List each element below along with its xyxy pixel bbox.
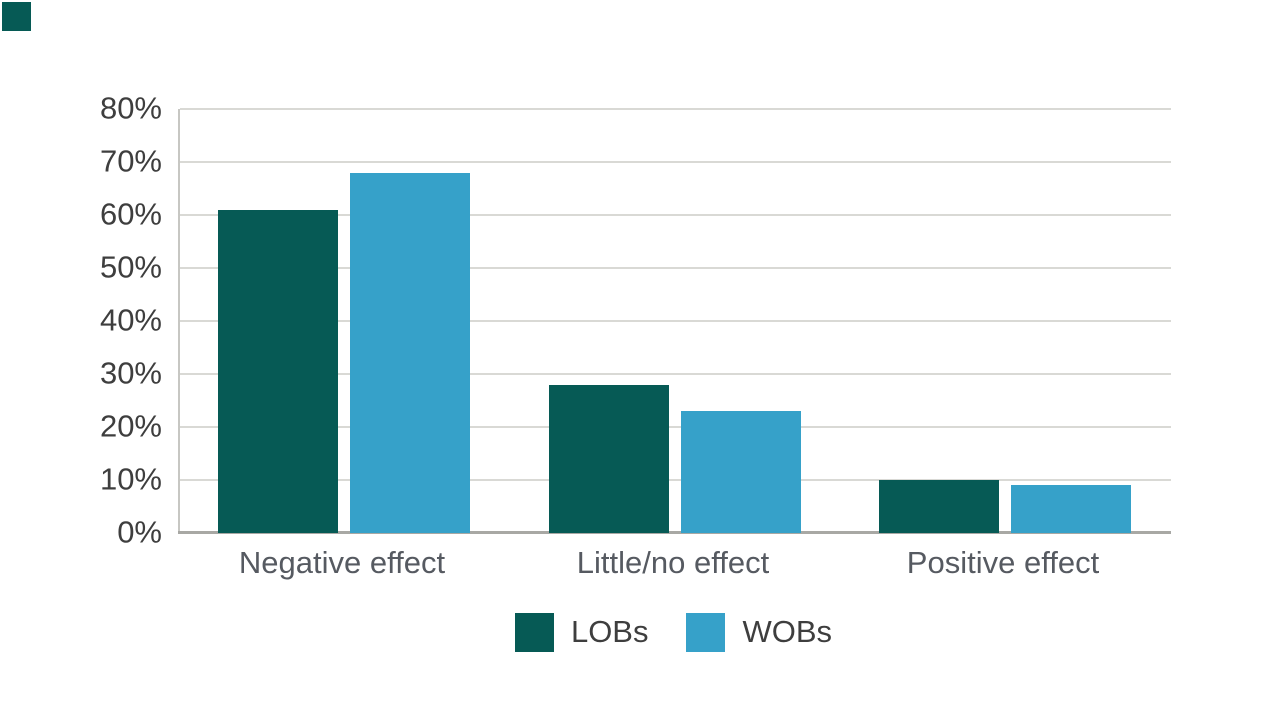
- gridline-60: [180, 214, 1171, 216]
- plot-area: [178, 108, 1171, 534]
- y-tick-label: 50%: [99, 249, 162, 285]
- legend-swatch-wobs: [686, 612, 726, 652]
- y-tick-label: 70%: [99, 143, 162, 179]
- y-tick-label: 10%: [99, 461, 162, 497]
- y-tick-label: 40%: [99, 302, 162, 338]
- legend-item-wobs: WOBs: [686, 612, 833, 652]
- bar-wobs-2: [681, 411, 801, 533]
- x-axis: Negative effect Little/no effect Positive …: [178, 545, 1169, 591]
- gridline-10: [180, 479, 1171, 481]
- gridline-20: [180, 426, 1171, 428]
- category-label: Little/no effect: [576, 545, 770, 580]
- y-tick-label: 30%: [99, 355, 162, 391]
- gridline-50: [180, 267, 1171, 269]
- gridline-80: [180, 108, 1171, 110]
- bar-lobs-1: [218, 209, 338, 533]
- bar-lobs-3: [879, 480, 999, 533]
- legend-item-lobs: LOBs: [514, 612, 649, 652]
- y-axis: 0% 10% 20% 30% 40% 50% 60% 70% 80%: [0, 90, 162, 549]
- bar-lobs-2: [549, 384, 669, 533]
- y-tick-label: 0%: [117, 514, 162, 550]
- legend-swatch-lobs: [514, 612, 554, 652]
- legend: LOBs WOBs: [178, 608, 1169, 656]
- gridline-70: [180, 161, 1171, 163]
- category-label: Positive effect: [906, 545, 1100, 580]
- legend-label: WOBs: [742, 614, 833, 649]
- x-axis-line: [178, 531, 1171, 534]
- gridline-30: [180, 373, 1171, 375]
- bar-wobs-3: [1011, 485, 1131, 533]
- legend-label: LOBs: [570, 614, 649, 649]
- category-label: Negative effect: [238, 545, 446, 580]
- y-tick-label: 60%: [99, 196, 162, 232]
- y-tick-label: 20%: [99, 408, 162, 444]
- bar-wobs-1: [350, 172, 470, 533]
- corner-accent-square: [2, 2, 31, 31]
- y-tick-label: 80%: [99, 90, 162, 126]
- gridline-40: [180, 320, 1171, 322]
